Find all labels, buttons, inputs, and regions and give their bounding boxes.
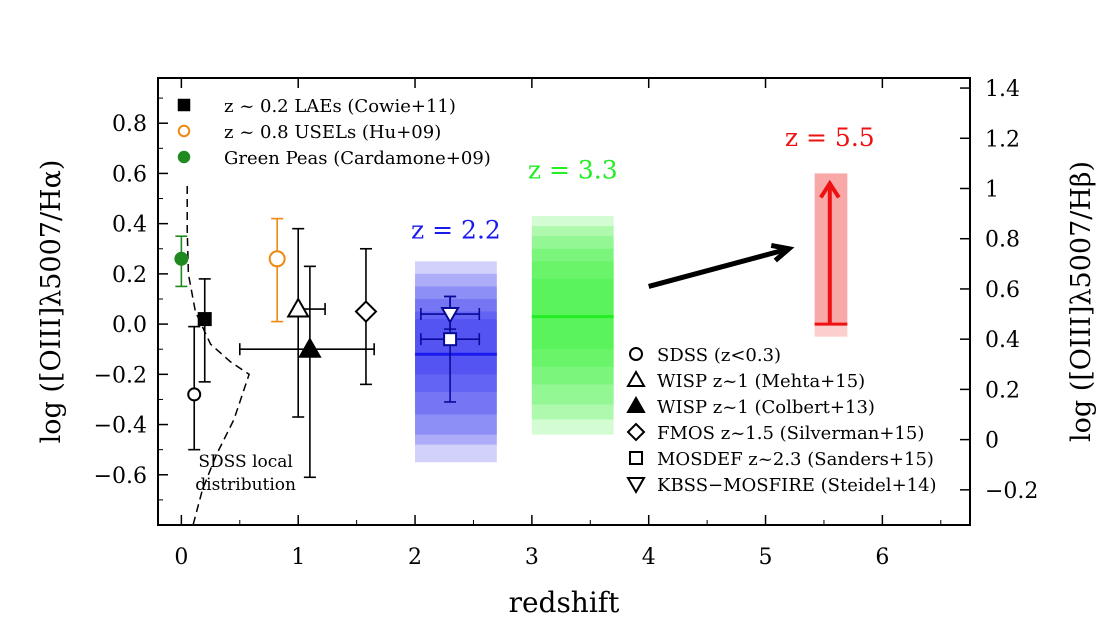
legend-bottom-label: WISP z~1 (Mehta+15) (657, 371, 865, 392)
legend-bottom-label: KBSS−MOSFIRE (Steidel+14) (657, 475, 937, 496)
trend-arrow-shaft (648, 246, 790, 289)
y-right-tick-label: −0.2 (985, 479, 1038, 504)
y-tick-label: 0.6 (112, 162, 147, 187)
legend-bottom-marker (626, 395, 646, 413)
x-tick-label: 4 (642, 545, 656, 570)
x-tick-label: 6 (875, 545, 889, 570)
band-z2.2-level (415, 319, 497, 375)
legend-bottom-label: FMOS z~1.5 (Silverman+15) (657, 423, 924, 444)
band-z3.3-level (531, 226, 614, 420)
y-tick-label: 0.2 (112, 263, 147, 288)
legend-top-marker (177, 98, 191, 112)
x-tick-label: 3 (525, 545, 539, 570)
band-z3.3-level (531, 278, 614, 350)
legend-bottom-marker (626, 477, 646, 495)
y-tick-label: 0.4 (112, 213, 147, 238)
y-axis-label-left: log ([OIII]λ5007/Hα) (36, 160, 67, 444)
band-label: z = 2.2 (411, 216, 501, 245)
band-z2.2-level (415, 311, 497, 392)
legend-bottom-marker (626, 422, 646, 442)
point-mosdef (443, 332, 458, 347)
band-z2.2-level (415, 298, 497, 415)
legend-bottom-marker (629, 451, 643, 465)
legend-top-label: z ~ 0.2 LAEs (Cowie+11) (224, 96, 456, 117)
y-tick-label: 0.0 (112, 313, 147, 338)
sdss-local-annotation-line2: distribution (195, 475, 296, 495)
legend-top-marker (177, 150, 191, 164)
point-green-peas (174, 251, 189, 266)
legend-bottom-label: WISP z~1 (Colbert+13) (657, 397, 875, 418)
band-z3.3-level (531, 216, 614, 435)
legend-top-label: Green Peas (Cardamone+09) (224, 148, 491, 169)
legend-top-marker (177, 124, 191, 138)
band-z3.3-level (531, 236, 614, 405)
point-lae (197, 312, 212, 327)
y-tick-label: −0.2 (94, 363, 147, 388)
band-label: z = 3.3 (528, 155, 618, 184)
sdss-local-annotation-line1: SDSS local (198, 452, 292, 472)
plot-frame (157, 77, 971, 526)
y-right-tick-label: 0.8 (985, 228, 1020, 253)
y-tick-label: −0.4 (94, 414, 147, 439)
point-kbss (440, 307, 460, 325)
point-wisp-colbert (298, 337, 322, 358)
z5.5-lower-limit-arrow-head (819, 179, 841, 199)
trend-arrow-head (770, 242, 795, 263)
y-right-tick-label: 0.2 (985, 378, 1020, 403)
band-z3.3-level (531, 261, 614, 367)
band-z2.2-level (415, 273, 497, 445)
band-z2.2-level (415, 261, 497, 463)
y-right-tick-label: 0 (985, 429, 999, 454)
x-tick-label: 2 (408, 545, 422, 570)
y-right-tick-label: 0.6 (985, 278, 1020, 303)
y-axis-label-right: log ([OIII]λ5007/Hβ) (1066, 161, 1097, 442)
legend-bottom-marker (626, 369, 646, 387)
point-wisp-mehta (286, 297, 310, 318)
legend-top-label: z ~ 0.8 USELs (Hu+09) (224, 122, 441, 143)
band-label: z = 5.5 (785, 123, 875, 152)
x-tick-label: 5 (759, 545, 773, 570)
legend-bottom-marker (629, 347, 643, 361)
legend-bottom-label: MOSDEF z~2.3 (Sanders+15) (657, 449, 934, 470)
point-usel (268, 250, 286, 268)
point-sdss (187, 387, 202, 402)
y-right-tick-label: 1 (985, 177, 999, 202)
point-fmos (354, 300, 378, 323)
y-right-tick-label: 1.2 (985, 127, 1020, 152)
y-tick-label: −0.6 (94, 464, 147, 489)
legend-bottom-label: SDSS (z<0.3) (657, 345, 781, 366)
x-tick-label: 0 (174, 545, 188, 570)
y-tick-label: 0.8 (112, 112, 147, 137)
y-right-tick-label: 1.4 (985, 77, 1020, 102)
x-tick-label: 1 (291, 545, 305, 570)
y-right-tick-label: 0.4 (985, 328, 1020, 353)
x-axis-label: redshift (509, 586, 621, 619)
